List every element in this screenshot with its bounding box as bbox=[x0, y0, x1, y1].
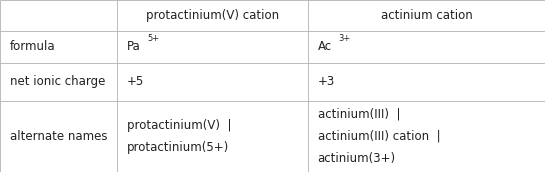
Text: alternate names: alternate names bbox=[10, 130, 107, 143]
Text: formula: formula bbox=[10, 40, 56, 53]
Text: protactinium(5+): protactinium(5+) bbox=[127, 141, 229, 154]
Text: actinium(III)  |: actinium(III) | bbox=[318, 108, 400, 121]
Text: 3+: 3+ bbox=[338, 34, 350, 43]
Text: net ionic charge: net ionic charge bbox=[10, 75, 105, 88]
Text: protactinium(V) cation: protactinium(V) cation bbox=[146, 9, 279, 22]
Text: +3: +3 bbox=[318, 75, 335, 88]
Text: +5: +5 bbox=[127, 75, 144, 88]
Text: protactinium(V)  |: protactinium(V) | bbox=[127, 119, 232, 132]
Text: Ac: Ac bbox=[318, 40, 332, 53]
Text: actinium(III) cation  |: actinium(III) cation | bbox=[318, 130, 440, 143]
Text: Pa: Pa bbox=[127, 40, 141, 53]
Text: 5+: 5+ bbox=[148, 34, 160, 43]
Text: actinium(3+): actinium(3+) bbox=[318, 152, 396, 165]
Text: actinium cation: actinium cation bbox=[380, 9, 473, 22]
